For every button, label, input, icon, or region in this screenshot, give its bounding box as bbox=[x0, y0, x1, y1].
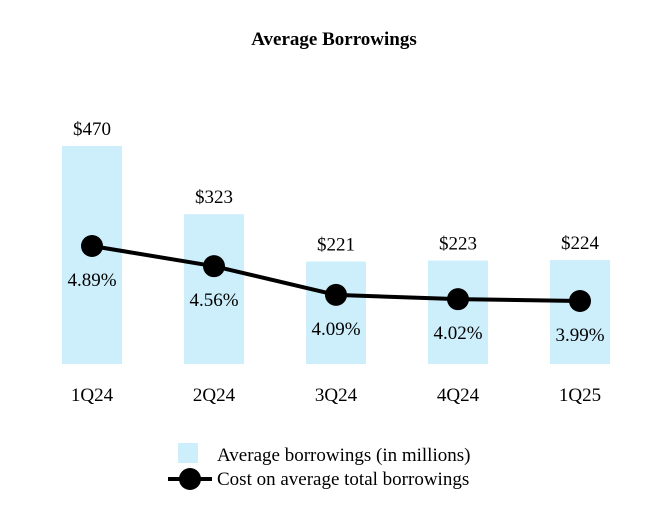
x-axis: 1Q24 2Q24 3Q24 4Q24 1Q25 bbox=[71, 385, 601, 406]
bar-value-label: $470 bbox=[73, 119, 111, 140]
chart-title: Average Borrowings bbox=[251, 29, 417, 50]
x-tick-label: 3Q24 bbox=[315, 385, 358, 406]
x-tick-label: 2Q24 bbox=[193, 385, 236, 406]
bar-4Q24 bbox=[428, 260, 488, 364]
bar-value-label: $323 bbox=[195, 187, 233, 208]
line-value-label: 4.89% bbox=[67, 270, 116, 291]
line-point-1Q24 bbox=[81, 235, 103, 257]
bar-3Q24 bbox=[306, 261, 366, 364]
line-point-4Q24 bbox=[447, 288, 469, 311]
line-value-label: 4.09% bbox=[311, 319, 360, 340]
line-point-1Q25 bbox=[569, 290, 591, 312]
bar-value-label: $224 bbox=[561, 233, 600, 254]
legend-bar-label: Average borrowings (in millions) bbox=[217, 445, 470, 466]
line-layer bbox=[81, 235, 591, 312]
bar-value-label: $221 bbox=[317, 234, 355, 255]
bar-value-label: $223 bbox=[439, 234, 477, 255]
legend-line-marker bbox=[179, 468, 201, 490]
x-tick-label: 4Q24 bbox=[437, 385, 480, 406]
legend: Average borrowings (in millions) Cost on… bbox=[168, 443, 470, 490]
line-point-2Q24 bbox=[203, 255, 225, 278]
bars-layer bbox=[62, 146, 610, 364]
legend-bar-swatch bbox=[178, 443, 198, 463]
line-value-label: 4.56% bbox=[189, 290, 238, 311]
x-tick-label: 1Q25 bbox=[559, 385, 601, 406]
legend-line-label: Cost on average total borrowings bbox=[217, 469, 469, 490]
bar-1Q25 bbox=[550, 260, 610, 364]
x-tick-label: 1Q24 bbox=[71, 385, 114, 406]
line-value-label: 4.02% bbox=[433, 323, 482, 344]
labels-layer: $470 $323 $221 $223 $224 4.89% 4.56% 4.09% 4.02%… bbox=[67, 119, 604, 346]
bar-2Q24 bbox=[184, 214, 244, 364]
line-point-3Q24 bbox=[325, 283, 347, 306]
line-value-label: 3.99% bbox=[555, 325, 604, 346]
